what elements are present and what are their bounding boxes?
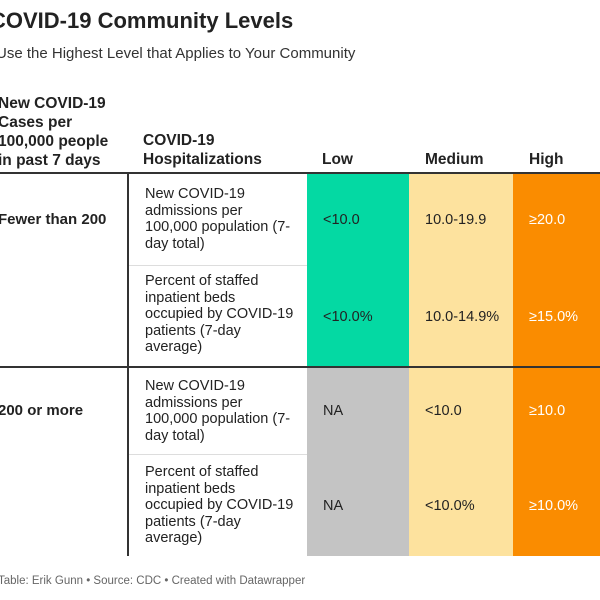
cell-high: ≥20.0: [513, 174, 600, 266]
cell-high: ≥10.0: [513, 367, 600, 455]
cell-medium: <10.0: [409, 367, 513, 455]
chart-title: COVID-19 Community Levels: [0, 8, 294, 33]
column-header-high: High: [529, 151, 564, 168]
metric-description: New COVID-19 admissions per 100,000 popu…: [145, 378, 291, 444]
row-header-cases: Fewer than 200: [0, 211, 107, 228]
cell-medium: <10.0%: [409, 455, 513, 556]
cell-low: NA: [307, 367, 409, 455]
column-divider: [127, 174, 129, 366]
row-header-cases: 200 or more: [0, 402, 84, 419]
cell-medium: 10.0-14.9%: [409, 266, 513, 367]
cell-medium: 10.0-19.9: [409, 174, 513, 266]
header-divider: [0, 172, 600, 174]
cell-low: <10.0: [307, 174, 409, 266]
column-header-cases: New COVID-19 Cases per 100,000 people in…: [0, 95, 109, 169]
cell-high: ≥15.0%: [513, 266, 600, 367]
row-separator: [127, 265, 307, 266]
row-separator: [127, 454, 307, 455]
column-header-hospitalizations: COVID-19 Hospitalizations: [143, 132, 262, 168]
column-divider: [127, 368, 129, 556]
cell-high: ≥10.0%: [513, 455, 600, 556]
metric-description: Percent of staffed inpatient beds occupi…: [145, 464, 294, 546]
column-header-medium: Medium: [425, 151, 484, 168]
cell-low: <10.0%: [307, 266, 409, 367]
metric-description: New COVID-19 admissions per 100,000 popu…: [145, 186, 291, 252]
group-divider: [0, 366, 600, 368]
footer-credit: Table: Erik Gunn • Source: CDC • Created…: [0, 575, 306, 587]
column-header-low: Low: [322, 151, 353, 168]
metric-description: Percent of staffed inpatient beds occupi…: [145, 273, 294, 355]
chart-subtitle: Use the Highest Level that Applies to Yo…: [0, 45, 356, 62]
cell-low: NA: [307, 455, 409, 556]
